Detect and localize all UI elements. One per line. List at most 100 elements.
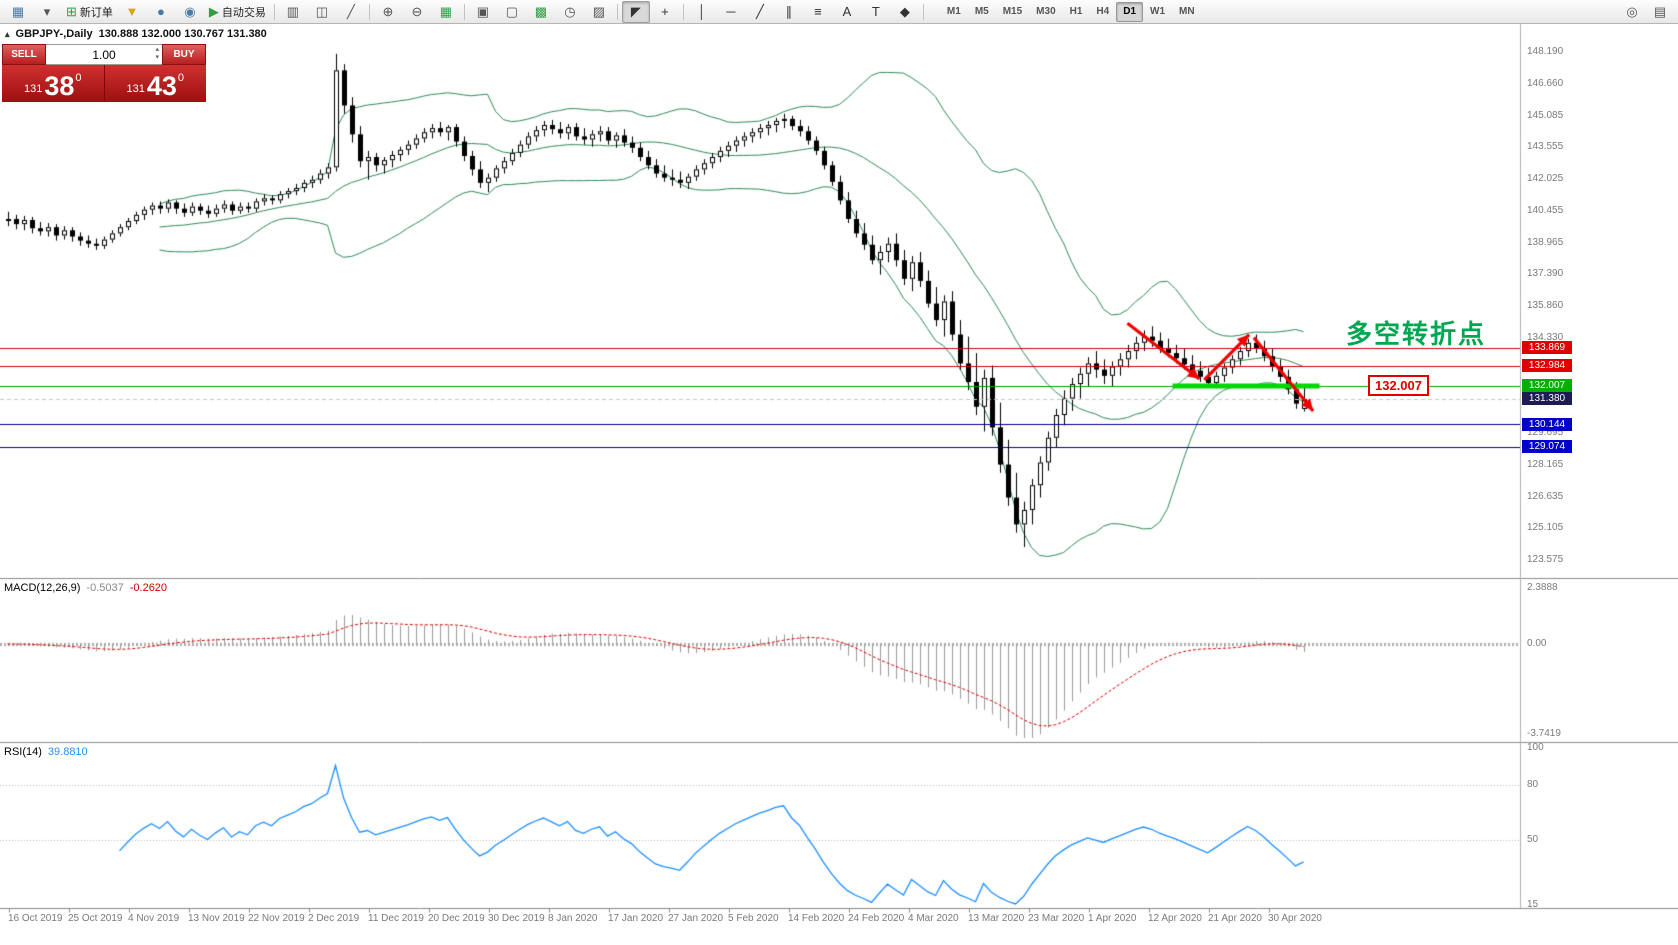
rsi-indicator-label: RSI(14) 39.8810 — [4, 746, 88, 758]
line-chart-button[interactable]: ╱ — [337, 1, 365, 23]
date-label: 5 Feb 2020 — [728, 913, 779, 924]
new-chart-dropdown-icon: ▾ — [43, 4, 51, 19]
mql5-market-button[interactable]: ▼ — [118, 1, 146, 23]
price-scale[interactable]: 148.190 146.660 145.085 143.555 142.025 140.4… — [1520, 24, 1678, 910]
toolbar-separator — [368, 3, 370, 20]
spinner-down-icon[interactable]: ▾ — [155, 54, 159, 61]
price-scale-label: 125.105 — [1527, 522, 1564, 534]
fibonacci-button[interactable]: ≡ — [804, 1, 832, 23]
date-label: 24 Feb 2020 — [848, 913, 905, 924]
buy-button[interactable]: BUY — [162, 44, 206, 65]
timeframe-mn-button[interactable]: MN — [1179, 6, 1195, 17]
arrange-windows-button[interactable]: ▢ — [498, 1, 526, 23]
timeframe-w1-button[interactable]: W1 — [1150, 6, 1166, 17]
date-label: 27 Jan 2020 — [668, 913, 724, 924]
cursor-button[interactable]: ◤ — [621, 0, 650, 23]
zoom-in-icon: ⊕ — [382, 4, 394, 19]
ask-last-digit: 0 — [177, 72, 185, 84]
price-scale-label: 123.575 — [1527, 554, 1564, 565]
periods-button[interactable]: ◷ — [556, 1, 584, 23]
price-scale-label: 135.860 — [1527, 300, 1564, 311]
date-label: 16 Oct 2019 — [8, 913, 63, 924]
zoom-out-icon: ⊖ — [411, 4, 423, 19]
price-scale-label: 143.555 — [1527, 141, 1564, 153]
label-button[interactable]: T — [862, 1, 890, 23]
rsi-name: RSI(14) — [4, 746, 42, 758]
bar-chart-button[interactable]: ▥ — [279, 1, 307, 23]
new-order-button[interactable]: ⊞ 新订单 — [62, 1, 117, 23]
price-marker-badge: 132.984 — [1522, 359, 1572, 373]
autotrading-button[interactable]: ▶ 自动交易 — [205, 1, 270, 23]
rsi-value: 39.8810 — [47, 746, 88, 758]
cascade-windows-button[interactable]: ▣ — [469, 1, 497, 23]
time-scale[interactable]: 16 Oct 2019 25 Oct 2019 4 Nov 2019 13 Nov 2… — [0, 908, 1678, 945]
new-chart-icon: ▦ — [11, 4, 25, 19]
price-scale-label: 126.635 — [1527, 490, 1564, 502]
timeframe-m1-button[interactable]: M1 — [946, 6, 961, 17]
volume-spinner[interactable]: ▴ ▾ — [155, 46, 159, 62]
price-marker-badge: 133.869 — [1522, 341, 1572, 355]
mql5-market-icon: ▼ — [125, 4, 139, 19]
periods-icon: ◷ — [564, 4, 576, 19]
new-chart-button[interactable]: ▦ — [4, 1, 32, 23]
horizontal-line-icon: ─ — [726, 4, 736, 19]
templates-button[interactable]: ▨ — [585, 1, 613, 23]
trendline-button[interactable]: ╱ — [746, 1, 774, 23]
date-label: 12 Apr 2020 — [1148, 913, 1202, 924]
one-click-collapse-icon[interactable]: ▴ — [5, 28, 10, 39]
horizontal-line-button[interactable]: ─ — [717, 1, 745, 23]
ask-price-button[interactable]: 131 43 0 — [104, 65, 206, 102]
help-info-button[interactable]: ◉ — [176, 1, 204, 23]
timeframe-h1-button[interactable]: H1 — [1069, 6, 1083, 17]
zoom-out-button[interactable]: ⊖ — [403, 1, 431, 23]
timeframe-m15-button[interactable]: M15 — [1002, 6, 1023, 17]
toolbar-separator — [682, 3, 684, 20]
support-price-label[interactable]: 132.007 — [1368, 375, 1429, 396]
zoom-in-button[interactable]: ⊕ — [374, 1, 402, 23]
annotation-text[interactable]: 多空转折点 — [1346, 319, 1487, 349]
timeframe-h4-button[interactable]: H4 — [1096, 6, 1110, 17]
chart-ohlc-values: 130.888 132.000 130.767 131.380 — [98, 28, 267, 40]
macd-main-value: -0.5037 — [86, 582, 124, 594]
crosshair-button[interactable]: + — [651, 1, 679, 23]
date-label: 14 Feb 2020 — [788, 913, 845, 924]
community-button[interactable]: ● — [147, 1, 175, 23]
toolbar-separator — [463, 3, 465, 20]
timeframe-m5-button[interactable]: M5 — [974, 6, 989, 17]
bid-price-button[interactable]: 131 38 0 — [2, 65, 105, 102]
sell-button[interactable]: SELL — [2, 44, 46, 65]
macd-name: MACD(12,26,9) — [4, 582, 81, 594]
candlestick-chart-icon: ◫ — [315, 4, 329, 19]
current-price-badge: 131.380 — [1522, 392, 1572, 406]
rsi-scale-label: 50 — [1527, 834, 1539, 846]
vertical-line-button[interactable]: │ — [688, 1, 716, 23]
quick-search-button[interactable]: ◎ — [1618, 1, 1646, 23]
price-marker-badge: 129.074 — [1522, 440, 1572, 453]
candlestick-chart-button[interactable]: ◫ — [308, 1, 336, 23]
print-preview-icon: ▤ — [1653, 4, 1667, 19]
timeframe-d1-button[interactable]: D1 — [1116, 1, 1144, 22]
volume-value: 1.00 — [92, 47, 116, 62]
indicators-icon: ▩ — [534, 4, 548, 19]
timeframe-group: M1 M5 M15 M30 H1 H4 D1 W1 MN — [940, 1, 1202, 22]
equidistant-channel-button[interactable]: ∥ — [775, 1, 803, 23]
spinner-up-icon[interactable]: ▴ — [155, 46, 159, 53]
indicators-button[interactable]: ▩ — [527, 1, 555, 23]
macd-scale-label: 0.00 — [1527, 638, 1547, 649]
date-label: 21 Apr 2020 — [1208, 913, 1262, 924]
new-chart-dropdown[interactable]: ▾ — [33, 1, 61, 23]
date-label: 4 Nov 2019 — [128, 913, 180, 924]
arrows-button[interactable]: ◆ — [891, 1, 919, 23]
volume-input[interactable]: 1.00 ▴ ▾ — [46, 44, 162, 65]
text-button[interactable]: A — [833, 1, 861, 23]
new-order-icon: ⊞ — [66, 4, 77, 19]
tile-windows-button[interactable]: ▦ — [432, 1, 460, 23]
date-label: 8 Jan 2020 — [548, 913, 598, 924]
timeframe-m30-button[interactable]: M30 — [1036, 6, 1056, 17]
print-preview-button[interactable]: ▤ — [1646, 1, 1674, 23]
ask-big-digits: 43 — [146, 71, 177, 101]
price-scale-label: 140.455 — [1527, 204, 1564, 216]
trendline-icon: ╱ — [755, 4, 764, 19]
date-label: 25 Oct 2019 — [68, 913, 123, 924]
